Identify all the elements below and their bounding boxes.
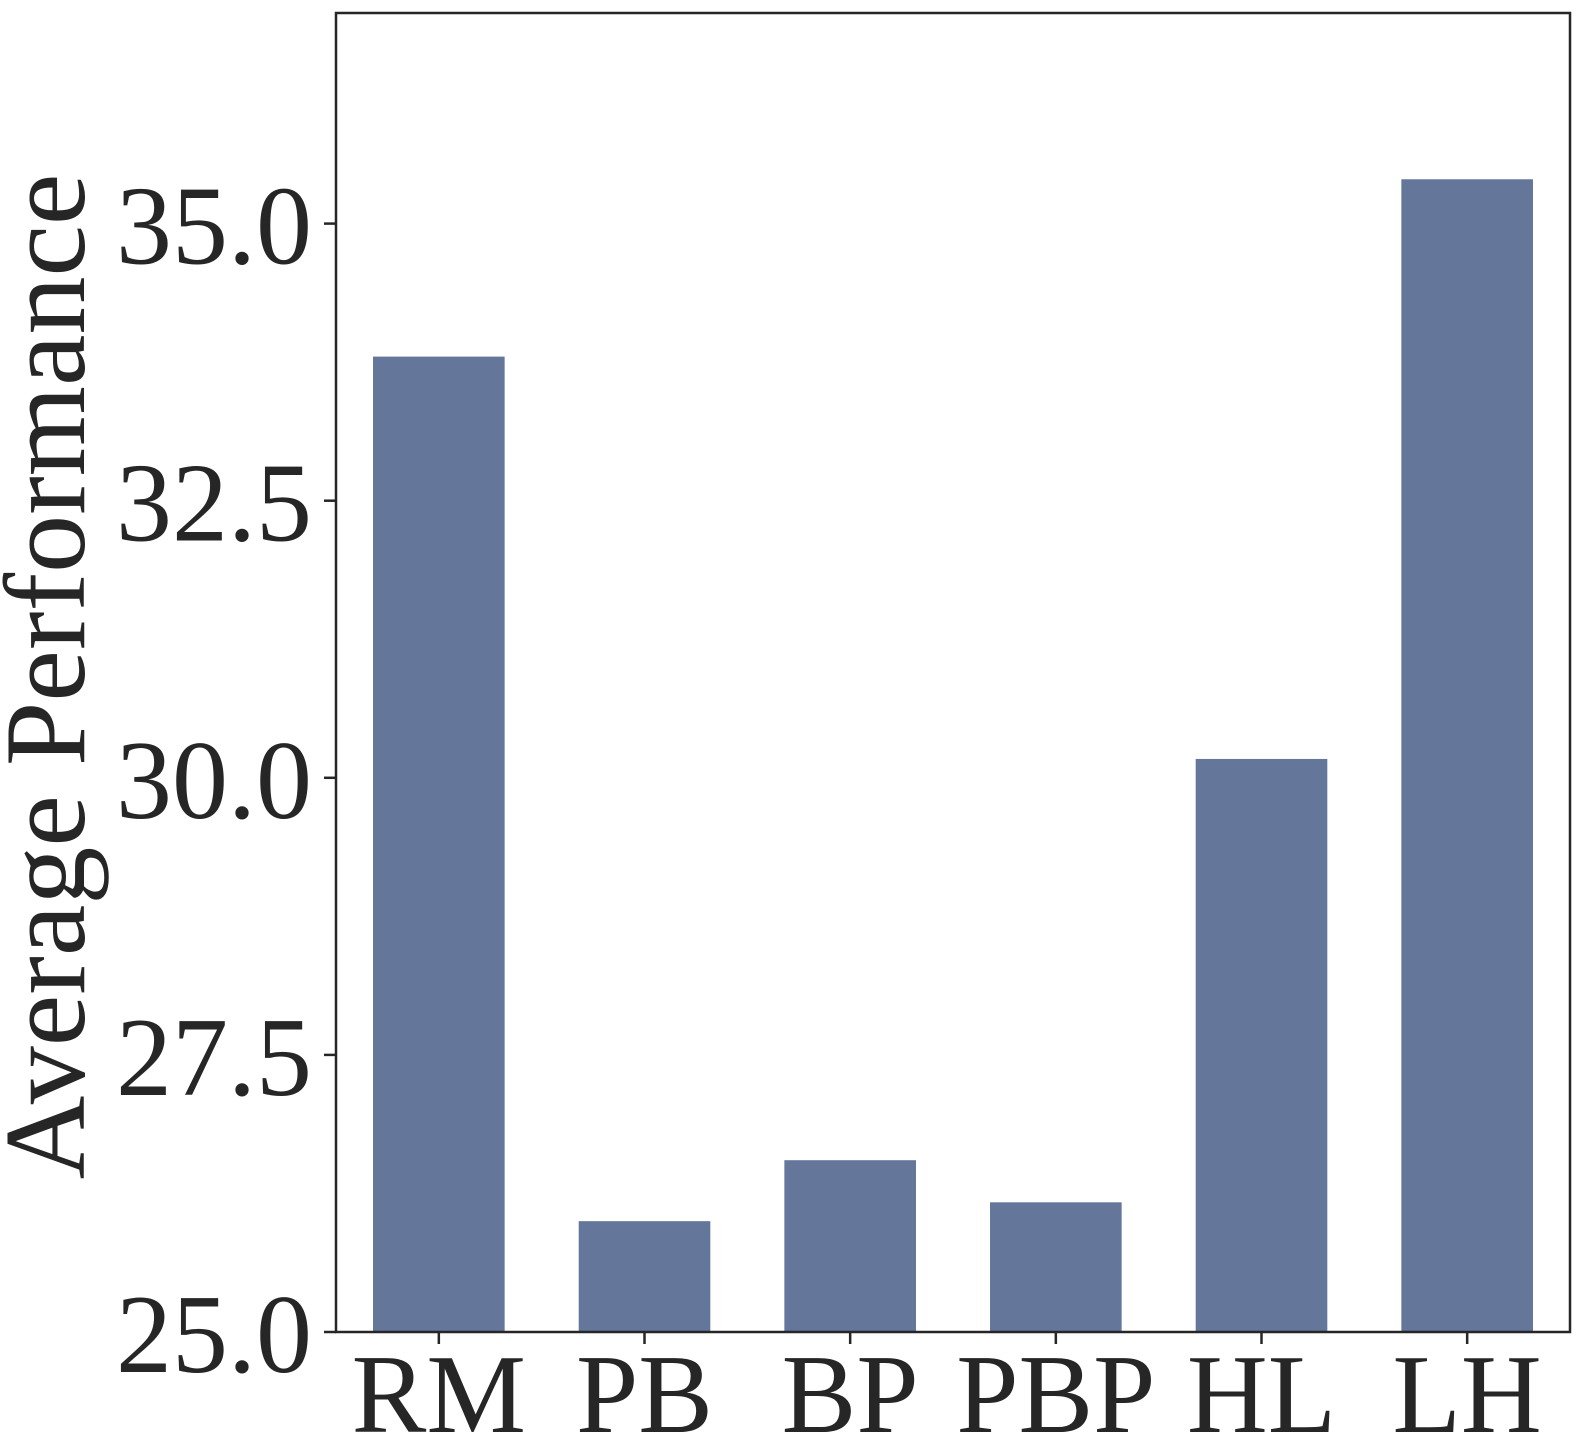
axes-layer	[334, 11, 1572, 1334]
x-tick-label-hl: HL	[1187, 1333, 1336, 1443]
y-tick-label: 25.0	[116, 1273, 312, 1397]
y-tick-label: 30.0	[116, 719, 312, 843]
y-tick-label: 32.5	[116, 442, 312, 566]
bar-lh	[1401, 179, 1533, 1332]
bar-rm	[373, 356, 505, 1332]
x-tick-label-rm: RM	[352, 1333, 526, 1443]
bar-hl	[1195, 758, 1328, 1332]
bar-bp	[784, 1160, 916, 1332]
x-tick-label-pb: PB	[576, 1333, 713, 1443]
x-tick-label-pbp: PBP	[956, 1333, 1155, 1443]
plot-frame	[334, 11, 1572, 1334]
y-tick-label: 27.5	[116, 996, 312, 1120]
y-axis-title: Average Performance	[0, 174, 110, 1180]
ticks-layer: RM PB BP PBP HL LH 25.0 27.5 30.0 32.5 35.0	[116, 165, 1542, 1443]
x-tick-label-bp: BP	[782, 1333, 919, 1443]
bar-pbp	[990, 1202, 1122, 1332]
bars-layer	[373, 179, 1533, 1332]
x-tick-label-lh: LH	[1393, 1333, 1542, 1443]
bar-pb	[578, 1221, 711, 1332]
y-tick-label: 35.0	[116, 165, 312, 289]
